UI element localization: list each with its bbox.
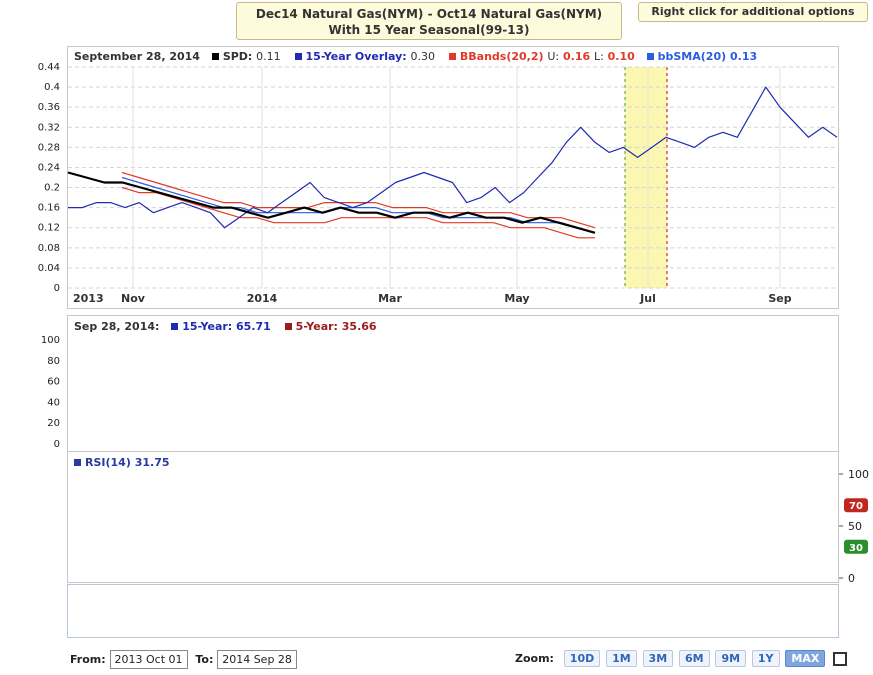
navigator-panel[interactable] — [67, 584, 839, 638]
seasonal-panel[interactable] — [67, 315, 839, 452]
zoom-max-button[interactable]: MAX — [785, 650, 826, 667]
fifteen-year-legend-value: 65.71 — [236, 320, 271, 333]
seasonal-legend-date: Sep 28, 2014: — [74, 320, 160, 333]
seasonal-y-tick: 80 — [47, 356, 60, 367]
rsi-panel[interactable] — [67, 451, 839, 583]
overlay-legend-swatch — [294, 52, 302, 60]
bbands-u-value: 0.16 — [562, 50, 591, 63]
price-y-tick: 0.4 — [44, 82, 60, 93]
overlay-legend-value: 0.30 — [410, 50, 436, 63]
price-panel[interactable] — [67, 46, 839, 309]
price-y-tick: 0.28 — [38, 142, 60, 153]
price-legend-date: September 28, 2014 — [74, 50, 200, 63]
rsi-level-badge-label: 30 — [849, 543, 863, 554]
date-range-controls: From: 2013 Oct 01 To: 2014 Sep 28 — [70, 650, 297, 669]
from-date-input[interactable]: 2013 Oct 01 — [109, 650, 188, 669]
price-y-tick: 0.16 — [38, 203, 60, 214]
rsi-y-tick: 50 — [848, 520, 862, 533]
rsi-legend-label: RSI(14) — [85, 456, 131, 469]
to-label: To: — [195, 653, 214, 666]
fullscreen-icon[interactable] — [833, 652, 848, 666]
fifteen-year-legend-label: 15-Year: — [182, 320, 233, 333]
seasonal-legend: Sep 28, 2014: 15-Year: 65.71 5-Year: 35.… — [74, 320, 377, 333]
zoom-label: Zoom: — [515, 652, 554, 665]
bbsma-legend-label: bbSMA(20) — [657, 50, 727, 63]
bbands-l-value: 0.10 — [607, 50, 635, 63]
seasonal-y-tick: 0 — [54, 439, 60, 450]
price-y-tick: 0 — [54, 283, 60, 294]
overlay-legend-label: 15-Year Overlay: — [305, 50, 407, 63]
spd-legend-label: SPD: — [222, 50, 253, 63]
price-y-tick: 0.2 — [44, 183, 60, 194]
rsi-level-badge — [844, 539, 868, 554]
five-year-legend-value: 35.66 — [341, 320, 377, 333]
zoom-10d-button[interactable]: 10D — [563, 650, 601, 667]
rsi-y-tick: 100 — [848, 468, 869, 481]
price-y-tick: 0.04 — [38, 263, 60, 274]
five-year-legend-swatch — [284, 322, 292, 330]
rsi-level-badge — [844, 498, 868, 513]
price-y-tick: 0.12 — [38, 223, 60, 234]
seasonal-y-tick: 100 — [41, 335, 60, 346]
to-date-input[interactable]: 2014 Sep 28 — [217, 650, 297, 669]
price-y-tick: 0.32 — [38, 122, 60, 133]
chart-title-line2: With 15 Year Seasonal(99-13) — [328, 23, 530, 37]
zoom-1y-button[interactable]: 1Y — [751, 650, 780, 667]
rsi-legend-swatch — [74, 458, 81, 466]
bbands-u-label: U: — [547, 50, 560, 63]
spd-legend-swatch — [211, 52, 219, 60]
spd-legend-value: 0.11 — [256, 50, 281, 63]
five-year-legend-label: 5-Year: — [295, 320, 338, 333]
price-y-tick: 0.24 — [38, 162, 60, 173]
fifteen-year-legend-swatch — [171, 322, 179, 330]
from-label: From: — [70, 653, 106, 666]
zoom-6m-button[interactable]: 6M — [679, 650, 710, 667]
bbands-legend-label: BBands(20,2) — [459, 50, 544, 63]
seasonal-y-tick: 60 — [47, 377, 60, 388]
zoom-1m-button[interactable]: 1M — [606, 650, 637, 667]
bbands-legend-swatch — [448, 52, 456, 60]
price-y-tick: 0.08 — [38, 243, 60, 254]
bbands-l-label: L: — [593, 50, 604, 63]
zoom-controls: Zoom: 10D 1M 3M 6M 9M 1Y MAX — [515, 650, 848, 667]
chart-title: Dec14 Natural Gas(NYM) - Oct14 Natural G… — [236, 2, 622, 40]
price-legend: September 28, 2014 SPD: 0.11 15-Year Ove… — [74, 50, 757, 63]
zoom-3m-button[interactable]: 3M — [642, 650, 674, 667]
rsi-y-tick: 0 — [848, 572, 855, 585]
seasonal-y-tick: 20 — [47, 418, 60, 429]
price-y-tick: 0.36 — [38, 102, 60, 113]
rsi-level-badge-label: 70 — [849, 501, 863, 512]
zoom-9m-button[interactable]: 9M — [715, 650, 747, 667]
seasonal-y-tick: 40 — [47, 397, 60, 408]
rsi-legend-value: 31.75 — [134, 456, 170, 469]
rsi-legend: RSI(14) 31.75 — [74, 456, 170, 469]
chart-title-line1: Dec14 Natural Gas(NYM) - Oct14 Natural G… — [255, 7, 603, 21]
right-click-hint[interactable]: Right click for additional options — [638, 2, 868, 22]
bbsma-legend-swatch — [646, 52, 654, 60]
bbsma-legend-value: 0.13 — [729, 50, 758, 63]
price-y-tick: 0.44 — [38, 62, 60, 73]
